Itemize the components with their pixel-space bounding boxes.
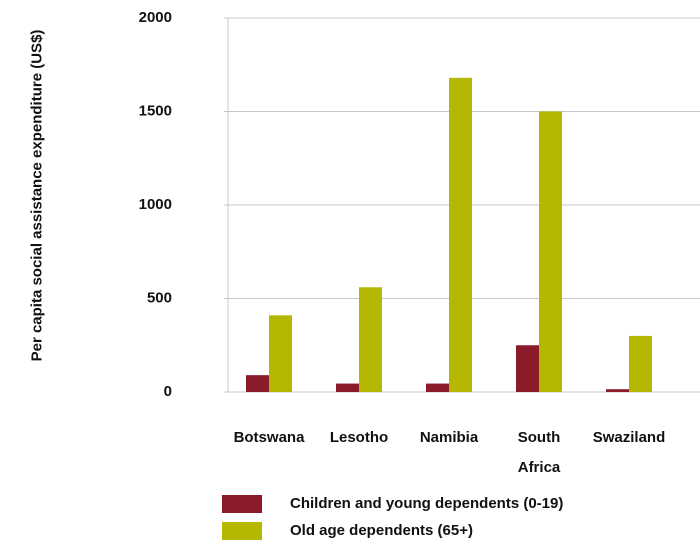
legend-label: Old age dependents (65+) <box>290 522 473 539</box>
bar <box>269 315 292 392</box>
bar <box>426 383 449 392</box>
bar <box>359 287 382 392</box>
bar <box>516 345 539 392</box>
bar <box>629 335 652 392</box>
x-tick-label: Lesotho <box>329 429 389 446</box>
bar <box>246 375 269 392</box>
x-tick-label: Swaziland <box>592 429 666 446</box>
x-tick-label: South Africa <box>517 429 561 476</box>
y-tick-label: 0 <box>164 383 172 400</box>
bar <box>336 383 359 392</box>
bar <box>606 389 629 392</box>
x-tick-label: Botswana <box>233 429 305 446</box>
legend-label: Children and young dependents (0-19) <box>290 495 564 512</box>
y-tick-label: 1500 <box>139 102 172 119</box>
y-axis-label: Per capita social assistance expenditure… <box>28 29 46 362</box>
y-tick-label: 2000 <box>139 9 172 26</box>
y-tick-label: 500 <box>147 289 172 306</box>
y-tick-label: 1000 <box>139 196 172 213</box>
legend-swatch <box>222 495 262 513</box>
bar <box>449 77 472 392</box>
bar <box>539 111 562 392</box>
x-tick-label: Namibia <box>419 429 479 446</box>
legend-swatch <box>222 522 262 540</box>
